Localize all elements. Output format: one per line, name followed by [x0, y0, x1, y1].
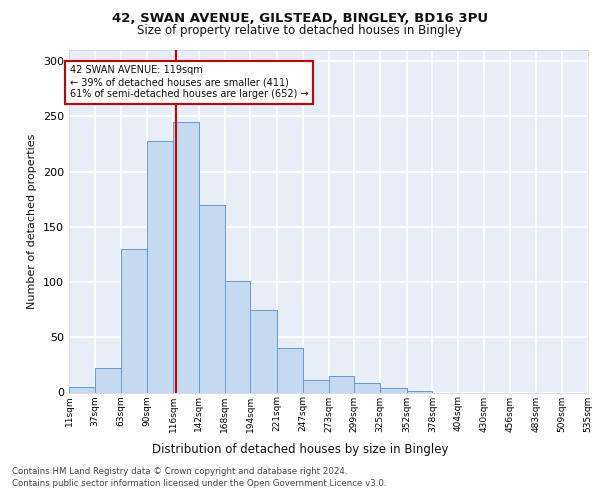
Text: 42, SWAN AVENUE, GILSTEAD, BINGLEY, BD16 3PU: 42, SWAN AVENUE, GILSTEAD, BINGLEY, BD16… [112, 12, 488, 26]
Text: 42 SWAN AVENUE: 119sqm
← 39% of detached houses are smaller (411)
61% of semi-de: 42 SWAN AVENUE: 119sqm ← 39% of detached… [70, 66, 308, 98]
Text: Contains HM Land Registry data © Crown copyright and database right 2024.: Contains HM Land Registry data © Crown c… [12, 468, 347, 476]
Bar [199, 204, 224, 392]
Bar [69, 387, 95, 392]
Bar [380, 388, 407, 392]
Text: Size of property relative to detached houses in Bingley: Size of property relative to detached ho… [137, 24, 463, 37]
Bar [250, 310, 277, 392]
Bar [121, 249, 147, 392]
Bar [224, 281, 250, 392]
Bar [147, 140, 173, 392]
Text: Distribution of detached houses by size in Bingley: Distribution of detached houses by size … [152, 442, 448, 456]
Text: Contains public sector information licensed under the Open Government Licence v3: Contains public sector information licen… [12, 479, 386, 488]
Bar [173, 122, 199, 392]
Bar [95, 368, 121, 392]
Bar [354, 382, 380, 392]
Bar [277, 348, 303, 393]
Bar [329, 376, 354, 392]
Bar [303, 380, 329, 392]
Y-axis label: Number of detached properties: Number of detached properties [28, 134, 37, 309]
